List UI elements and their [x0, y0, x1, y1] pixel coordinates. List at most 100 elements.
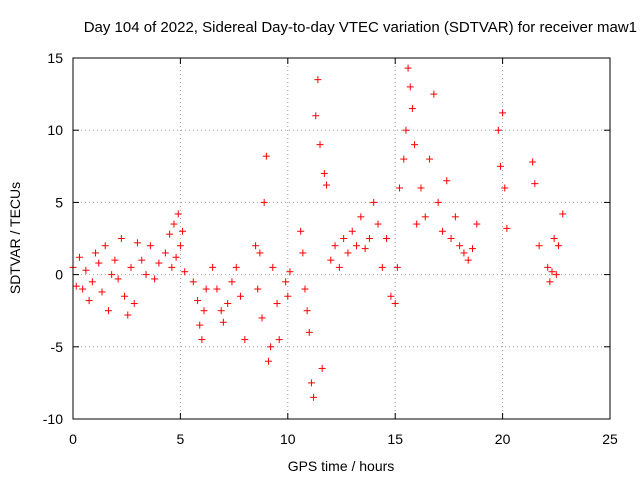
y-tick-label: 15	[47, 50, 63, 66]
data-point	[88, 278, 96, 286]
data-point	[301, 285, 309, 293]
data-point	[85, 297, 93, 305]
data-point	[501, 184, 509, 192]
data-point	[494, 126, 502, 134]
data-point	[224, 299, 232, 307]
data-point	[82, 266, 90, 274]
x-axis-tick-labels: 0 5 10 15 20 25	[69, 431, 618, 447]
data-point	[320, 170, 328, 178]
data-point	[117, 235, 125, 242]
data-point	[108, 271, 116, 279]
data-point	[75, 253, 83, 261]
data-point	[267, 343, 275, 351]
y-tick-label: 5	[55, 194, 63, 210]
data-point	[395, 184, 403, 192]
data-point	[499, 109, 507, 117]
y-axis-title: SDTVAR / TECUs	[7, 182, 23, 294]
plot-frame	[72, 57, 611, 420]
data-point	[237, 292, 245, 300]
data-point	[260, 198, 268, 206]
data-point	[393, 263, 401, 271]
data-point	[275, 336, 283, 344]
data-point	[344, 249, 352, 257]
data-point	[269, 263, 277, 271]
data-point	[170, 220, 178, 228]
data-point	[92, 249, 100, 257]
data-point	[434, 198, 442, 206]
data-point	[72, 282, 80, 290]
data-point	[168, 263, 176, 271]
data-point	[198, 336, 206, 344]
data-point	[451, 213, 459, 221]
data-point	[95, 259, 103, 267]
data-point	[391, 299, 399, 307]
data-point	[181, 268, 189, 276]
data-point	[124, 311, 132, 319]
data-point	[200, 307, 208, 315]
data-point	[189, 278, 197, 286]
data-point	[348, 227, 356, 235]
data-point	[307, 379, 315, 387]
data-point	[552, 271, 560, 279]
data-point	[79, 285, 87, 293]
data-point	[127, 263, 135, 271]
data-point	[529, 158, 537, 166]
data-point	[194, 297, 202, 305]
data-point	[258, 314, 266, 322]
x-axis-title: GPS time / hours	[288, 458, 395, 474]
data-point	[161, 249, 169, 257]
data-points	[69, 64, 567, 401]
data-point	[353, 242, 361, 250]
data-point	[438, 227, 446, 235]
data-point	[378, 263, 386, 271]
data-point	[282, 278, 290, 286]
data-point	[417, 184, 425, 192]
data-point	[305, 328, 313, 336]
data-point	[241, 336, 249, 344]
data-point	[331, 242, 339, 250]
data-point	[426, 155, 434, 163]
data-point	[316, 141, 324, 149]
data-point	[544, 263, 552, 271]
x-tick-label: 5	[177, 431, 185, 447]
data-point	[98, 288, 106, 296]
data-point	[340, 235, 348, 242]
data-point	[297, 227, 305, 235]
x-tick-label: 10	[280, 431, 296, 447]
data-point	[546, 278, 554, 286]
data-point	[430, 90, 438, 98]
y-tick-label: -10	[43, 411, 63, 427]
data-point	[464, 256, 472, 264]
data-point	[531, 180, 539, 188]
data-point	[404, 64, 412, 72]
y-tick-label: -5	[51, 339, 64, 355]
data-point	[550, 235, 558, 242]
data-point	[312, 112, 320, 120]
data-point	[303, 307, 311, 315]
data-point	[322, 181, 330, 189]
y-axis-tick-labels: -10 -5 0 5 10 15	[43, 50, 63, 427]
data-point	[387, 292, 395, 300]
data-point	[114, 275, 122, 283]
data-point	[217, 307, 225, 315]
data-point	[146, 242, 154, 250]
data-point	[411, 141, 419, 149]
data-point	[370, 198, 378, 206]
data-point	[142, 271, 150, 279]
data-point	[469, 245, 477, 253]
data-point	[174, 210, 182, 218]
data-point	[554, 242, 562, 250]
data-point	[172, 253, 180, 261]
data-point	[179, 227, 187, 235]
grid	[73, 58, 610, 419]
data-point	[400, 155, 408, 163]
data-point	[252, 242, 260, 250]
data-point	[447, 235, 455, 242]
data-point	[138, 256, 146, 264]
data-point	[374, 220, 382, 228]
data-point	[104, 307, 112, 315]
data-point	[155, 259, 163, 267]
data-point	[121, 292, 129, 300]
data-point	[314, 76, 322, 84]
